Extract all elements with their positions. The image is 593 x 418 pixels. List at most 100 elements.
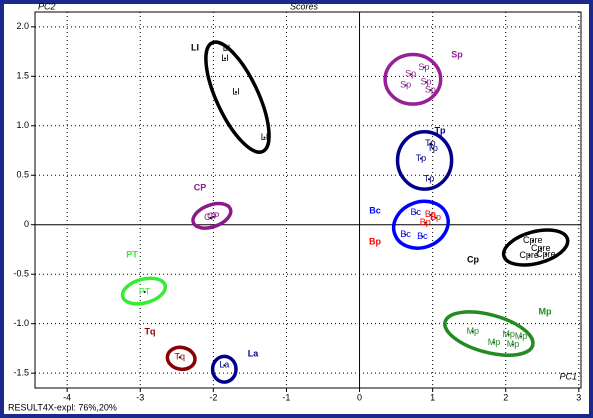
x-tick-label: 1: [430, 392, 435, 402]
confidence-ellipse: [120, 276, 168, 306]
point: [263, 136, 266, 139]
point: [404, 84, 407, 87]
point-label: Mp: [515, 331, 528, 341]
point-label: Mp: [502, 329, 515, 339]
group-label: Sp: [451, 49, 463, 59]
x-tick-label: 0: [357, 392, 362, 402]
x-tick-label: -4: [63, 392, 71, 402]
point: [225, 47, 228, 50]
point-label: Tp: [416, 153, 427, 163]
confidence-ellipse: [191, 201, 233, 230]
point: [429, 213, 432, 216]
x-tick-label: -3: [136, 392, 144, 402]
confidence-ellipse: [210, 354, 238, 384]
point-label: Sp: [405, 69, 416, 79]
point-label: Mp: [467, 326, 480, 336]
point-label: LI: [223, 43, 231, 53]
point: [429, 142, 432, 145]
point: [419, 157, 422, 160]
y-tick-label: 2.0: [16, 21, 29, 31]
point: [424, 221, 427, 224]
point: [434, 216, 437, 219]
group-label: Bp: [369, 236, 381, 246]
confidence-ellipse: [383, 52, 443, 106]
confidence-ellipse: [501, 228, 570, 267]
group-label: Mp: [539, 306, 552, 316]
group-label: CP: [194, 182, 207, 192]
point-label: Mp: [507, 339, 520, 349]
point-label: PT: [139, 286, 151, 296]
y-tick-label: 1.5: [16, 71, 29, 81]
point-label: Bc: [400, 229, 411, 239]
point: [429, 89, 432, 92]
y-tick-label: 0.5: [16, 170, 29, 180]
point: [414, 211, 417, 214]
point: [404, 233, 407, 236]
y-axis-label: PC2: [38, 1, 56, 11]
point-label: LI: [232, 87, 240, 97]
point-label: Mp: [488, 337, 501, 347]
confidence-ellipse: [391, 199, 450, 250]
group-label: Bc: [369, 205, 381, 215]
x-tick-label: -2: [209, 392, 217, 402]
group-label: Tp: [435, 125, 446, 135]
point-label: Sp: [421, 77, 432, 87]
point: [235, 91, 238, 94]
confidence-ellipse: [443, 310, 535, 357]
point: [528, 254, 531, 257]
point-label: CP: [207, 211, 220, 221]
group-label: PT: [126, 249, 138, 259]
point-label: Bc: [417, 231, 428, 241]
y-tick-label: -1.0: [13, 318, 29, 328]
point-label: LI: [221, 53, 229, 63]
plot-box: [34, 11, 582, 389]
point: [178, 356, 181, 359]
point: [493, 341, 496, 344]
x-tick-label: 3: [576, 392, 581, 402]
point-label: Sp: [425, 85, 436, 95]
point: [520, 335, 523, 338]
point: [531, 239, 534, 242]
point-label: LI: [261, 132, 269, 142]
point: [544, 253, 547, 256]
point: [431, 147, 434, 150]
group-label: La: [248, 348, 259, 358]
point: [425, 81, 428, 84]
x-tick-label: 2: [503, 392, 508, 402]
y-tick-label: -1.5: [13, 368, 29, 378]
point: [539, 247, 542, 250]
point: [223, 364, 226, 367]
point: [471, 330, 474, 333]
x-tick-label: -1: [282, 392, 290, 402]
confidence-ellipse: [165, 345, 197, 372]
point: [427, 178, 430, 181]
point-label: Bp: [420, 217, 431, 227]
confidence-ellipse: [204, 40, 271, 154]
point: [422, 66, 425, 69]
point: [507, 333, 510, 336]
chart-title: Scores: [290, 1, 319, 11]
point-label: Tp: [424, 174, 435, 184]
y-tick-label: -0.5: [13, 269, 29, 279]
x-axis-label: PC1: [559, 371, 577, 381]
point-label: Sp: [400, 80, 411, 90]
point-label: Cpre: [523, 235, 543, 245]
point-label: Bc: [411, 207, 422, 217]
footer: RESULT4X-expl: 76%,20%: [8, 402, 117, 412]
point-label: Sp: [418, 62, 429, 72]
y-tick-label: 1.0: [16, 120, 29, 130]
point-label: Cpre: [519, 250, 539, 260]
point: [143, 291, 146, 294]
point-label: Cpre: [531, 243, 551, 253]
point-label: Tp: [427, 143, 438, 153]
point: [409, 73, 412, 76]
point-label: Tp: [425, 138, 436, 148]
point-label: Cpre: [536, 249, 556, 259]
point: [421, 235, 424, 238]
group-label: Cp: [467, 254, 479, 264]
point-label: Tq: [174, 352, 185, 362]
confidence-ellipse: [395, 129, 454, 191]
point-label: CP: [204, 212, 217, 222]
